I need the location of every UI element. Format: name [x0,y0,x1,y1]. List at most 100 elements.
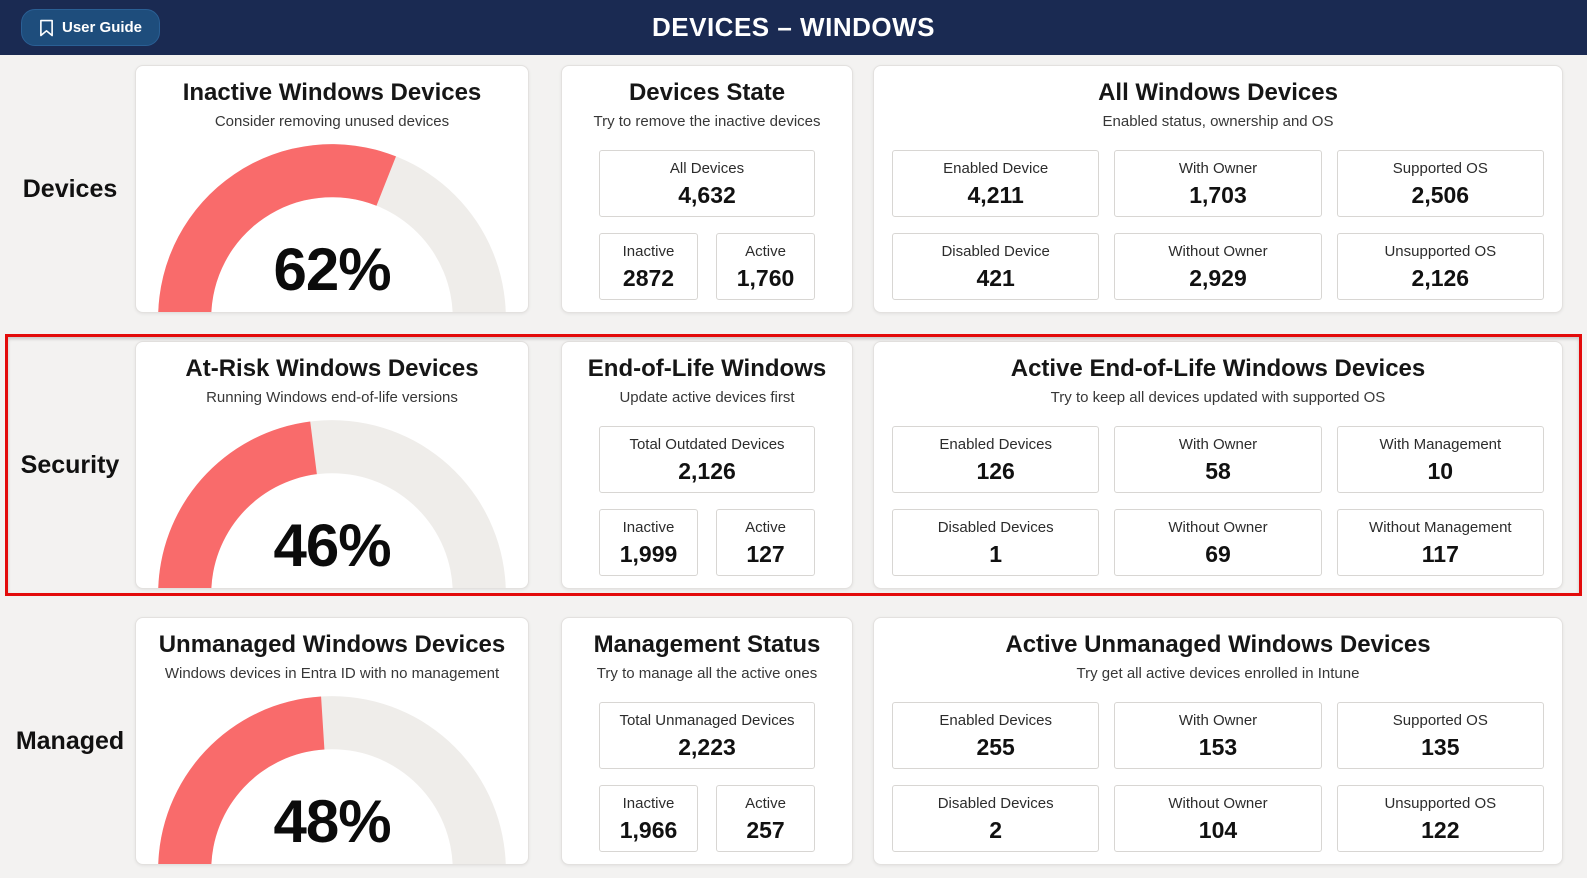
stat-value: 1,966 [619,817,678,843]
card-subtitle: Try get all active devices enrolled in I… [1076,665,1360,682]
stat-box: Unsupported OS 2,126 [1336,233,1544,300]
state-card-management-status: Management Status Try to manage all the … [561,617,853,865]
stat-box: With Management 10 [1336,426,1544,493]
stat-box: Disabled Devices 2 [892,785,1100,852]
user-guide-label: User Guide [62,19,143,36]
stat-value: 2,929 [1189,265,1247,291]
stat-value: 2,126 [678,458,736,484]
stat-label: All Devices [669,160,745,177]
card-title: End-of-Life Windows [587,355,827,382]
stat-value: 2872 [622,265,675,291]
stat-value: 257 [746,817,785,843]
gauge-chart [149,687,515,864]
card-title: At-Risk Windows Devices [185,355,479,382]
gauge-percent-value: 46% [273,512,391,579]
gauge-percent-value: 62% [273,236,391,303]
stat-label: Inactive [622,519,675,536]
card-title: All Windows Devices [1098,79,1338,106]
grid-card-active-unmanaged: Active Unmanaged Windows Devices Try get… [873,617,1563,865]
stat-box-active: Active 1,760 [716,233,815,300]
stat-box-total: All Devices 4,632 [599,150,815,217]
stat-box-total: Total Outdated Devices 2,126 [599,426,815,493]
page-title: DEVICES – WINDOWS [652,12,935,42]
card-subtitle: Consider removing unused devices [214,113,450,130]
card-subtitle: Running Windows end-of-life versions [206,389,458,406]
grid-card-active-end-of-life: Active End-of-Life Windows Devices Try t… [873,341,1563,589]
stat-label: Enabled Devices [939,712,1052,729]
stat-box-inactive: Inactive 1,999 [599,509,698,576]
stat-value: 255 [976,734,1015,760]
stat-value: 69 [1205,541,1231,567]
stat-label: Disabled Device [941,243,1050,260]
stat-value: 1,760 [736,265,795,291]
stat-label: With Management [1379,436,1502,453]
stat-box: Disabled Device 421 [892,233,1100,300]
stat-value: 10 [1427,458,1454,484]
stat-label: Without Owner [1168,243,1268,260]
stat-box: Without Owner 104 [1114,785,1322,852]
card-title: Active End-of-Life Windows Devices [1010,355,1426,382]
stat-label: Total Outdated Devices [629,436,785,453]
stat-label: Inactive [622,795,675,812]
bookmark-icon [39,19,54,37]
stat-label: Supported OS [1392,712,1488,729]
state-card-devices-state: Devices State Try to remove the inactive… [561,65,853,313]
stat-box-inactive: Inactive 2872 [599,233,698,300]
stat-value: 4,211 [967,182,1024,208]
stat-value: 153 [1198,734,1238,760]
stat-label: Disabled Devices [937,519,1054,536]
card-subtitle: Enabled status, ownership and OS [1102,113,1334,130]
stat-label: Without Owner [1168,795,1268,812]
stat-value: 1,703 [1189,182,1247,208]
stat-value: 2,223 [678,734,736,760]
stat-label: Enabled Device [943,160,1049,177]
stat-label: Disabled Devices [937,795,1054,812]
stat-box: Supported OS 135 [1336,702,1544,769]
stat-box: With Owner 153 [1114,702,1322,769]
gauge-card-inactive-devices: Inactive Windows Devices Consider removi… [135,65,529,313]
stat-box-active: Active 127 [716,509,815,576]
header-bar: User Guide DEVICES – WINDOWS [0,0,1587,55]
stat-label: With Owner [1178,436,1258,453]
dashboard-body: Devices Inactive Windows Devices Conside… [0,55,1587,872]
stat-label: Unsupported OS [1384,795,1497,812]
stat-value: 2 [989,817,1003,843]
stat-box: Without Owner 69 [1114,509,1322,576]
stat-box-active: Active 257 [716,785,815,852]
stat-box: Without Owner 2,929 [1114,233,1322,300]
grid-card-all-windows-devices: All Windows Devices Enabled status, owne… [873,65,1563,313]
card-title: Devices State [628,79,786,106]
stat-value: 117 [1421,541,1459,567]
stat-box-inactive: Inactive 1,966 [599,785,698,852]
card-subtitle: Try to remove the inactive devices [593,113,821,130]
gauge-card-unmanaged-devices: Unmanaged Windows Devices Windows device… [135,617,529,865]
stat-label: Without Owner [1168,519,1268,536]
stat-value: 1 [989,541,1003,567]
stat-value: 58 [1205,458,1231,484]
card-title: Management Status [593,631,821,658]
stat-label: Enabled Devices [939,436,1052,453]
stat-label: Total Unmanaged Devices [619,712,795,729]
stat-label: Supported OS [1392,160,1488,177]
row-label-security: Security [20,450,120,479]
stat-box: Enabled Devices 126 [892,426,1100,493]
row-label-managed: Managed [15,726,125,755]
stat-value: 135 [1421,734,1460,760]
row-managed: Managed Unmanaged Windows Devices Window… [5,610,1582,872]
stat-box: Supported OS 2,506 [1336,150,1544,217]
card-title: Active Unmanaged Windows Devices [1005,631,1431,658]
stat-box: Without Management 117 [1336,509,1544,576]
stat-value: 126 [976,458,1015,484]
card-subtitle: Update active devices first [619,389,795,406]
stat-label: Without Management [1369,519,1512,536]
state-card-end-of-life: End-of-Life Windows Update active device… [561,341,853,589]
user-guide-button[interactable]: User Guide [21,9,161,46]
card-subtitle: Try to manage all the active ones [596,665,818,682]
stat-box: With Owner 1,703 [1114,150,1322,217]
gauge-chart [149,135,515,312]
stat-label: With Owner [1178,160,1258,177]
card-title: Unmanaged Windows Devices [158,631,506,658]
card-subtitle: Windows devices in Entra ID with no mana… [164,665,500,682]
row-label-devices: Devices [22,174,118,203]
gauge-card-at-risk-devices: At-Risk Windows Devices Running Windows … [135,341,529,589]
